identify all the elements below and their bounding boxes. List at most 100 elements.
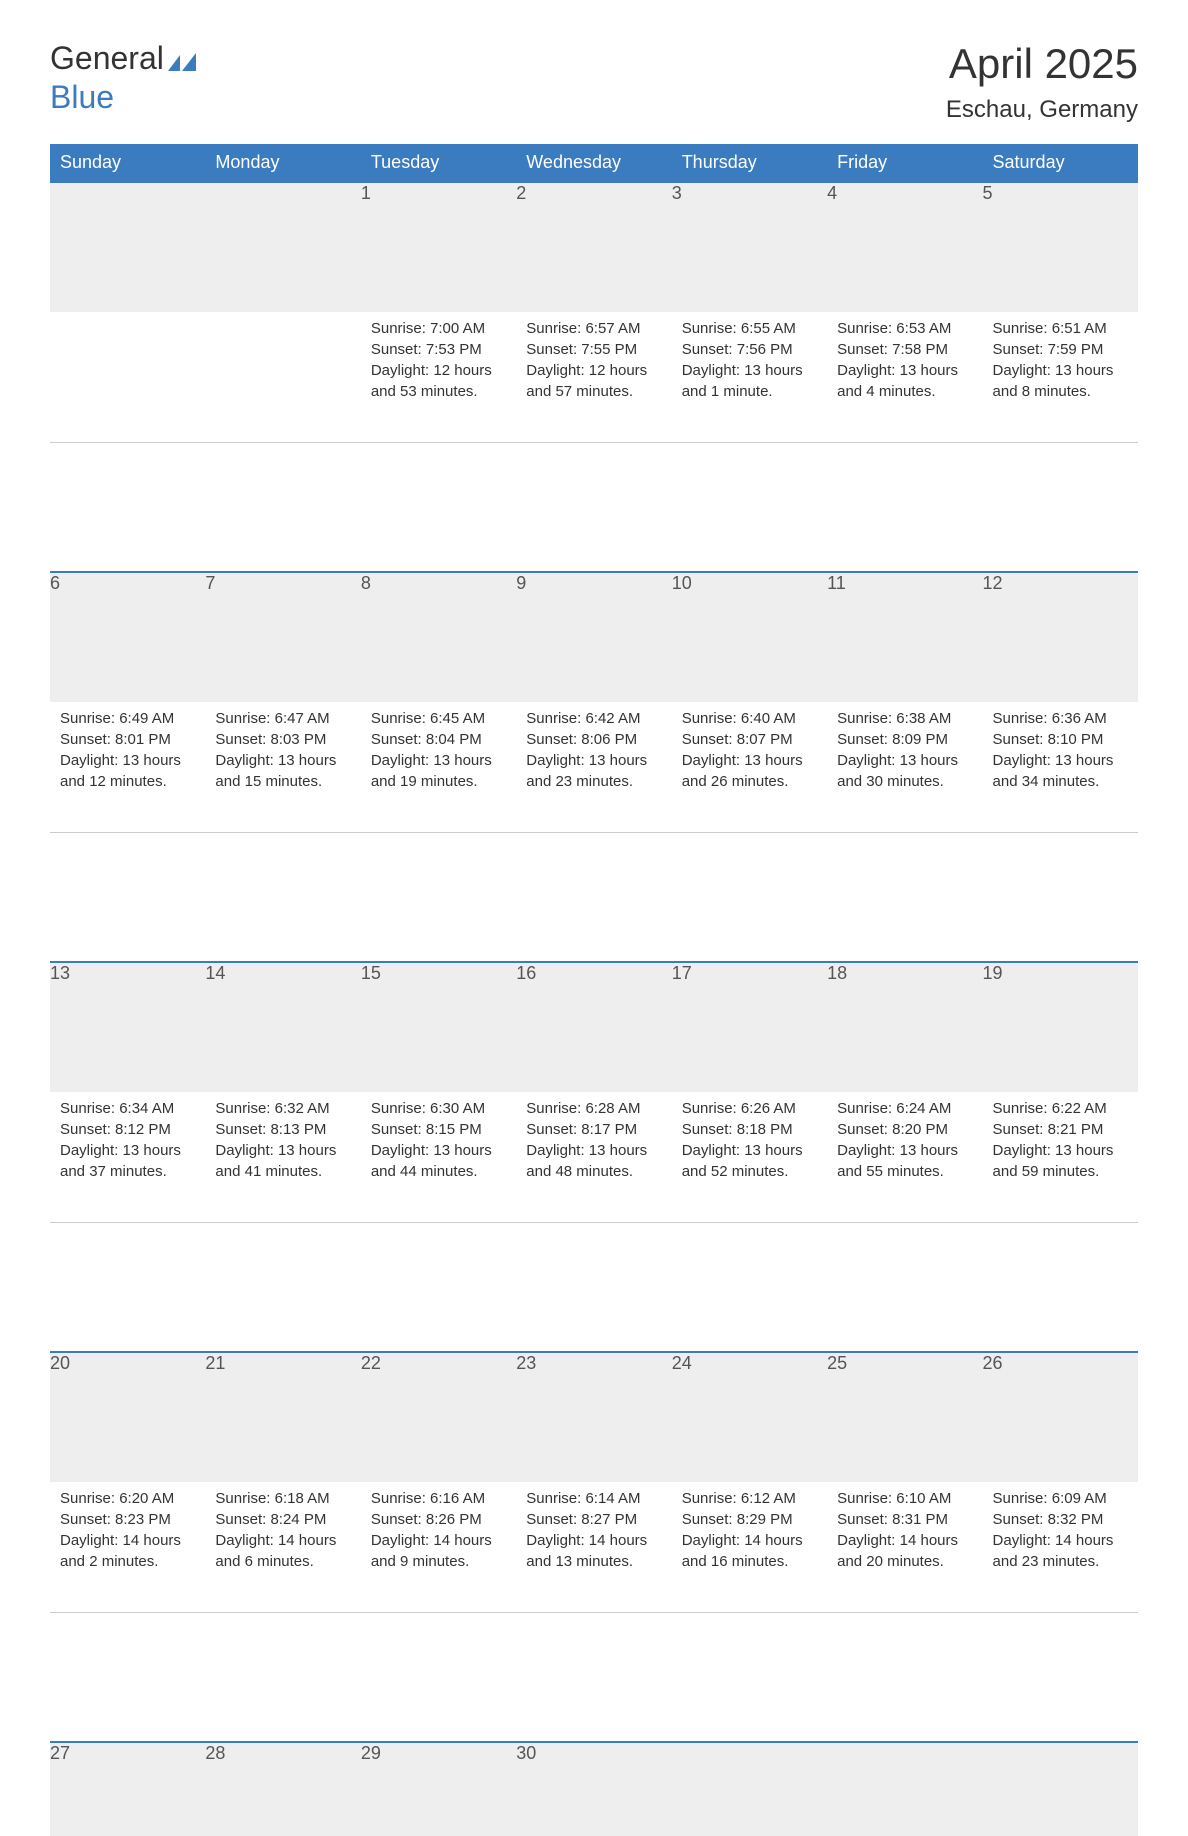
day-cell: Sunrise: 6:51 AMSunset: 7:59 PMDaylight:… bbox=[983, 312, 1138, 442]
day-content: Sunrise: 6:26 AMSunset: 8:18 PMDaylight:… bbox=[672, 1092, 827, 1198]
day-content-row: Sunrise: 7:00 AMSunset: 7:53 PM Daylight:… bbox=[50, 312, 1138, 442]
empty-day-number bbox=[205, 182, 360, 312]
day-cell: Sunrise: 6:12 AMSunset: 8:29 PMDaylight:… bbox=[672, 1482, 827, 1612]
sunrise-line: Sunrise: 6:45 AM bbox=[371, 708, 506, 729]
daylight-line: Daylight: 13 hours and 37 minutes. bbox=[60, 1140, 195, 1182]
day-cell: Sunrise: 6:32 AMSunset: 8:13 PMDaylight:… bbox=[205, 1092, 360, 1222]
empty-day-number bbox=[827, 1742, 982, 1836]
sunrise-line: Sunrise: 6:47 AM bbox=[215, 708, 350, 729]
daylight-line: Daylight: 14 hours and 23 minutes. bbox=[993, 1530, 1128, 1572]
day-content: Sunrise: 6:30 AMSunset: 8:15 PMDaylight:… bbox=[361, 1092, 516, 1198]
daylight-line: Daylight: 13 hours and 1 minute. bbox=[682, 360, 817, 402]
sunset-line: Sunset: 7:53 PM bbox=[371, 339, 506, 360]
day-number: 6 bbox=[50, 572, 205, 702]
separator-line bbox=[50, 442, 1138, 443]
day-number: 9 bbox=[516, 572, 671, 702]
day-cell: Sunrise: 6:38 AMSunset: 8:09 PMDaylight:… bbox=[827, 702, 982, 832]
day-content: Sunrise: 6:53 AMSunset: 7:58 PMDaylight:… bbox=[827, 312, 982, 418]
sunset-line: Sunset: 8:07 PM bbox=[682, 729, 817, 750]
sunrise-line: Sunrise: 6:14 AM bbox=[526, 1488, 661, 1509]
weekday-header: Monday bbox=[205, 144, 360, 182]
day-number: 4 bbox=[827, 182, 982, 312]
daylight-line: Daylight: 13 hours and 23 minutes. bbox=[526, 750, 661, 792]
day-content: Sunrise: 6:55 AMSunset: 7:56 PMDaylight:… bbox=[672, 312, 827, 418]
sunset-line: Sunset: 8:04 PM bbox=[371, 729, 506, 750]
daylight-line: Daylight: 14 hours and 16 minutes. bbox=[682, 1530, 817, 1572]
separator-line bbox=[50, 1222, 1138, 1223]
day-cell: Sunrise: 7:00 AMSunset: 7:53 PMDaylight:… bbox=[361, 312, 516, 442]
sunrise-line: Sunrise: 6:30 AM bbox=[371, 1098, 506, 1119]
day-content: Sunrise: 6:45 AMSunset: 8:04 PMDaylight:… bbox=[361, 702, 516, 808]
day-content-row: Sunrise: 6:20 AMSunset: 8:23 PMDaylight:… bbox=[50, 1482, 1138, 1612]
day-cell: Sunrise: 6:10 AMSunset: 8:31 PMDaylight:… bbox=[827, 1482, 982, 1612]
sunset-line: Sunset: 8:03 PM bbox=[215, 729, 350, 750]
day-number: 22 bbox=[361, 1352, 516, 1482]
sunrise-line: Sunrise: 6:40 AM bbox=[682, 708, 817, 729]
daylight-line: Daylight: 14 hours and 20 minutes. bbox=[837, 1530, 972, 1572]
calendar-header: SundayMondayTuesdayWednesdayThursdayFrid… bbox=[50, 144, 1138, 182]
weekday-header: Wednesday bbox=[516, 144, 671, 182]
sunrise-line: Sunrise: 6:22 AM bbox=[993, 1098, 1128, 1119]
separator-line bbox=[50, 832, 1138, 833]
sunset-line: Sunset: 7:56 PM bbox=[682, 339, 817, 360]
sunrise-line: Sunrise: 6:18 AM bbox=[215, 1488, 350, 1509]
day-cell: Sunrise: 6:57 AMSunset: 7:55 PMDaylight:… bbox=[516, 312, 671, 442]
separator-cell bbox=[50, 442, 1138, 572]
day-number: 3 bbox=[672, 182, 827, 312]
day-number-row: 20212223242526 bbox=[50, 1352, 1138, 1482]
day-number-row: 13141516171819 bbox=[50, 962, 1138, 1092]
sunrise-line: Sunrise: 6:26 AM bbox=[682, 1098, 817, 1119]
day-cell: Sunrise: 6:24 AMSunset: 8:20 PMDaylight:… bbox=[827, 1092, 982, 1222]
logo-blue: Blue bbox=[50, 79, 114, 115]
day-content: Sunrise: 6:57 AMSunset: 7:55 PMDaylight:… bbox=[516, 312, 671, 418]
day-content: Sunrise: 6:36 AMSunset: 8:10 PMDaylight:… bbox=[983, 702, 1138, 808]
sunrise-line: Sunrise: 6:24 AM bbox=[837, 1098, 972, 1119]
header: General Blue April 2025 Eschau, Germany bbox=[50, 40, 1138, 124]
sunset-line: Sunset: 8:26 PM bbox=[371, 1509, 506, 1530]
sunrise-line: Sunrise: 6:10 AM bbox=[837, 1488, 972, 1509]
day-content: Sunrise: 6:18 AMSunset: 8:24 PMDaylight:… bbox=[205, 1482, 360, 1588]
day-number: 29 bbox=[361, 1742, 516, 1836]
daylight-line: Daylight: 12 hours and 57 minutes. bbox=[526, 360, 661, 402]
day-number: 11 bbox=[827, 572, 982, 702]
daylight-line: Daylight: 13 hours and 55 minutes. bbox=[837, 1140, 972, 1182]
day-number: 30 bbox=[516, 1742, 671, 1836]
day-cell: Sunrise: 6:55 AMSunset: 7:56 PMDaylight:… bbox=[672, 312, 827, 442]
day-cell: Sunrise: 6:20 AMSunset: 8:23 PMDaylight:… bbox=[50, 1482, 205, 1612]
day-content: Sunrise: 6:24 AMSunset: 8:20 PMDaylight:… bbox=[827, 1092, 982, 1198]
day-number: 15 bbox=[361, 962, 516, 1092]
sunset-line: Sunset: 8:15 PM bbox=[371, 1119, 506, 1140]
sunset-line: Sunset: 8:17 PM bbox=[526, 1119, 661, 1140]
sunset-line: Sunset: 8:27 PM bbox=[526, 1509, 661, 1530]
daylight-line: Daylight: 13 hours and 30 minutes. bbox=[837, 750, 972, 792]
day-content: Sunrise: 6:12 AMSunset: 8:29 PMDaylight:… bbox=[672, 1482, 827, 1588]
day-number: 12 bbox=[983, 572, 1138, 702]
day-number: 5 bbox=[983, 182, 1138, 312]
title-block: April 2025 Eschau, Germany bbox=[946, 40, 1138, 124]
sunrise-line: Sunrise: 6:28 AM bbox=[526, 1098, 661, 1119]
sunrise-line: Sunrise: 6:55 AM bbox=[682, 318, 817, 339]
day-cell: Sunrise: 6:53 AMSunset: 7:58 PMDaylight:… bbox=[827, 312, 982, 442]
daylight-line: Daylight: 13 hours and 15 minutes. bbox=[215, 750, 350, 792]
empty-day-cell bbox=[50, 312, 205, 442]
sunrise-line: Sunrise: 6:51 AM bbox=[993, 318, 1128, 339]
day-content: Sunrise: 6:49 AMSunset: 8:01 PMDaylight:… bbox=[50, 702, 205, 808]
sunrise-line: Sunrise: 7:00 AM bbox=[371, 318, 506, 339]
day-content: Sunrise: 6:51 AMSunset: 7:59 PMDaylight:… bbox=[983, 312, 1138, 418]
sunset-line: Sunset: 8:23 PM bbox=[60, 1509, 195, 1530]
sunset-line: Sunset: 8:12 PM bbox=[60, 1119, 195, 1140]
day-content: Sunrise: 6:42 AMSunset: 8:06 PMDaylight:… bbox=[516, 702, 671, 808]
daylight-line: Daylight: 13 hours and 4 minutes. bbox=[837, 360, 972, 402]
sunset-line: Sunset: 8:32 PM bbox=[993, 1509, 1128, 1530]
daylight-line: Daylight: 13 hours and 41 minutes. bbox=[215, 1140, 350, 1182]
daylight-line: Daylight: 13 hours and 52 minutes. bbox=[682, 1140, 817, 1182]
day-content: Sunrise: 6:47 AMSunset: 8:03 PMDaylight:… bbox=[205, 702, 360, 808]
sunset-line: Sunset: 7:58 PM bbox=[837, 339, 972, 360]
day-cell: Sunrise: 6:45 AMSunset: 8:04 PMDaylight:… bbox=[361, 702, 516, 832]
day-cell: Sunrise: 6:36 AMSunset: 8:10 PMDaylight:… bbox=[983, 702, 1138, 832]
daylight-line: Daylight: 14 hours and 2 minutes. bbox=[60, 1530, 195, 1572]
day-number: 24 bbox=[672, 1352, 827, 1482]
logo-general: General bbox=[50, 40, 164, 76]
sunrise-line: Sunrise: 6:34 AM bbox=[60, 1098, 195, 1119]
separator-line bbox=[50, 1612, 1138, 1613]
